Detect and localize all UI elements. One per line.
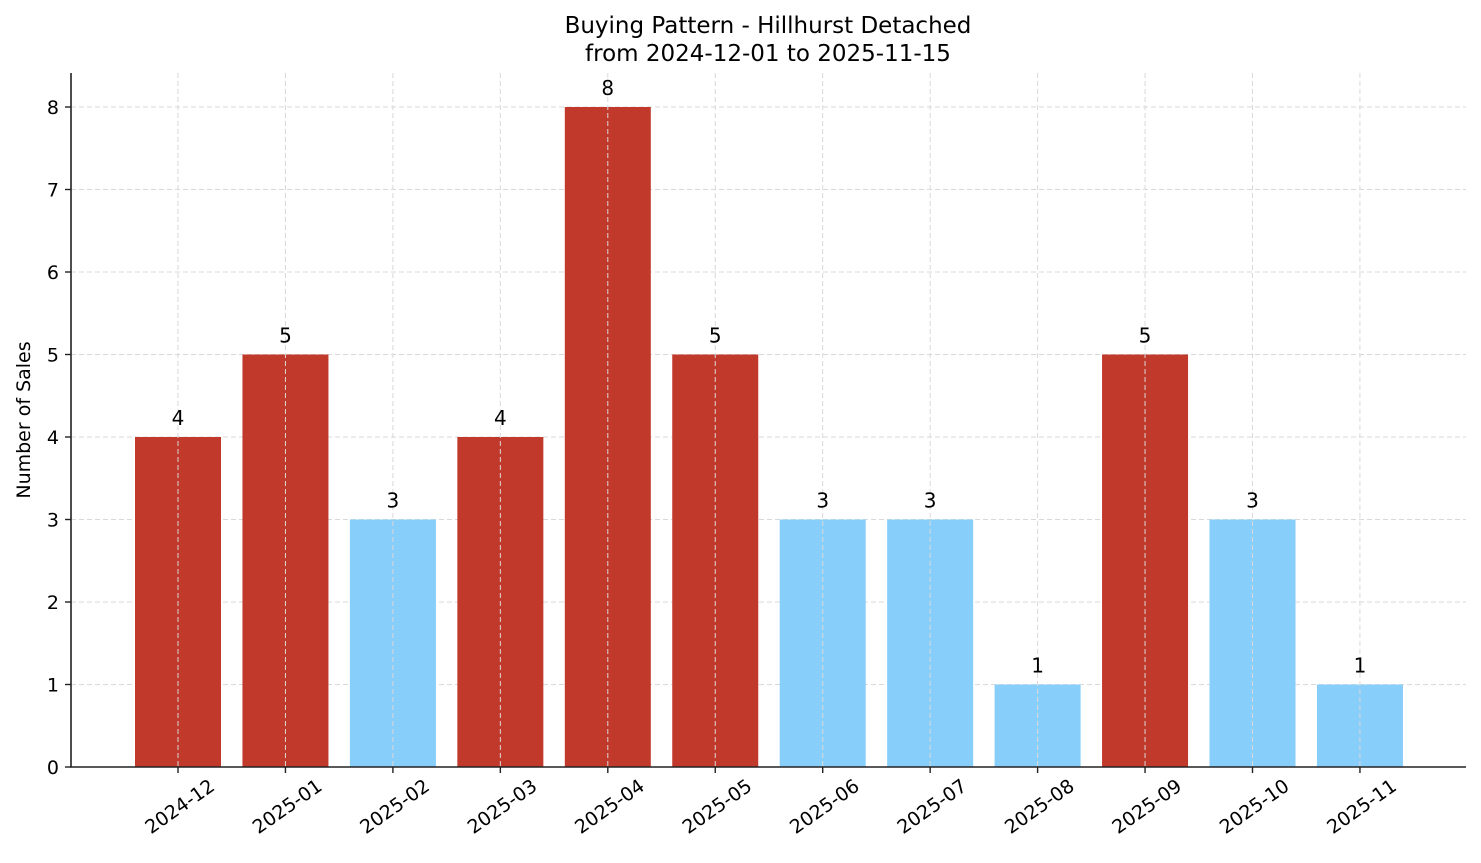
x-tick-label: 2025-01: [249, 775, 327, 839]
y-tick-label: 1: [47, 675, 59, 697]
x-ticks: 2024-12 2025-01 2025-02 2025-03 2025-04 2025-…: [141, 767, 1401, 839]
y-ticks: 0 1 2 3 4 5 6 7 8: [47, 97, 71, 779]
x-tick-label: 2025-04: [571, 775, 649, 839]
bar-value-label: 4: [494, 406, 507, 430]
bar-value-label: 3: [387, 489, 400, 513]
x-tick-label: 2025-03: [464, 775, 542, 839]
y-tick-label: 4: [47, 427, 59, 449]
y-axis-label: Number of Sales: [13, 341, 35, 498]
chart-title: Buying Pattern - Hillhurst Detached: [565, 13, 972, 39]
x-tick-label: 2024-12: [141, 775, 219, 839]
bar-value-label: 5: [709, 324, 722, 348]
x-tick-label: 2025-08: [1001, 775, 1079, 839]
x-tick-label: 2025-06: [786, 775, 864, 839]
bar-value-label: 3: [816, 489, 829, 513]
bar-value-label: 3: [1246, 489, 1259, 513]
x-tick-label: 2025-11: [1323, 775, 1401, 839]
bar-value-label: 5: [1139, 324, 1152, 348]
bar-value-labels: 4 5 3 4 8 5 3 3 1 5 3 1: [172, 73, 1367, 767]
chart-subtitle: from 2024-12-01 to 2025-11-15: [585, 41, 951, 67]
bar-value-label: 1: [1354, 654, 1367, 678]
bar-value-label: 3: [924, 489, 937, 513]
x-tick-label: 2025-07: [893, 775, 971, 839]
x-tick-label: 2025-09: [1108, 775, 1186, 839]
x-tick-label: 2025-05: [678, 775, 756, 839]
x-tick-label: 2025-10: [1216, 775, 1294, 839]
bar-value-label: 1: [1031, 654, 1044, 678]
bar-value-label: 5: [279, 324, 292, 348]
y-tick-label: 5: [47, 345, 59, 367]
bar-value-label: 4: [172, 406, 185, 430]
y-tick-label: 2: [47, 592, 59, 614]
y-tick-label: 8: [47, 97, 59, 119]
y-tick-label: 3: [47, 510, 59, 532]
y-tick-label: 7: [47, 180, 59, 202]
y-tick-label: 0: [47, 757, 59, 779]
y-tick-label: 6: [47, 262, 59, 284]
axes: [70, 73, 1466, 768]
bar-value-label: 8: [601, 76, 614, 100]
x-tick-label: 2025-02: [356, 775, 434, 839]
